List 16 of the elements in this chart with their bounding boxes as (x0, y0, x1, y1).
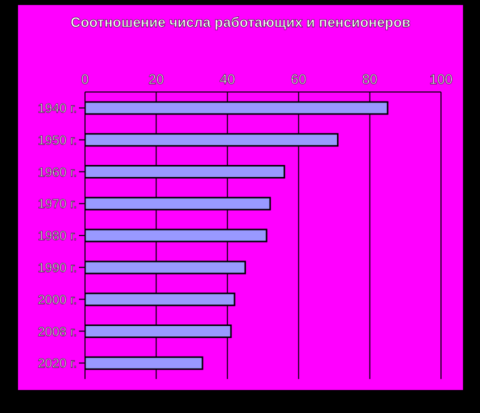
x-tick-label: 20 (148, 71, 164, 87)
y-tick-label: 2000 г. (38, 292, 77, 307)
y-tick-label: 1970 г. (38, 196, 77, 212)
x-tick-label: 0 (81, 71, 90, 87)
chart-title: Соотношение числа работающих и пенсионеров (70, 14, 412, 30)
y-tick-label: 1950 г. (38, 132, 77, 148)
x-tick-label: 40 (220, 71, 236, 87)
y-tick-label: 2020 г. (38, 356, 77, 371)
x-tick-label: 60 (290, 71, 307, 87)
y-tick-label: 1990 г. (38, 260, 77, 276)
y-tick-label: 2008 г. (38, 324, 77, 339)
y-tick-label: 1940 г. (38, 100, 77, 116)
y-tick-label: 1960 г. (38, 164, 77, 180)
x-tick-label: 80 (362, 71, 378, 87)
x-tick-label: 100 (429, 71, 453, 87)
y-tick-label: 1980 г. (38, 228, 77, 244)
